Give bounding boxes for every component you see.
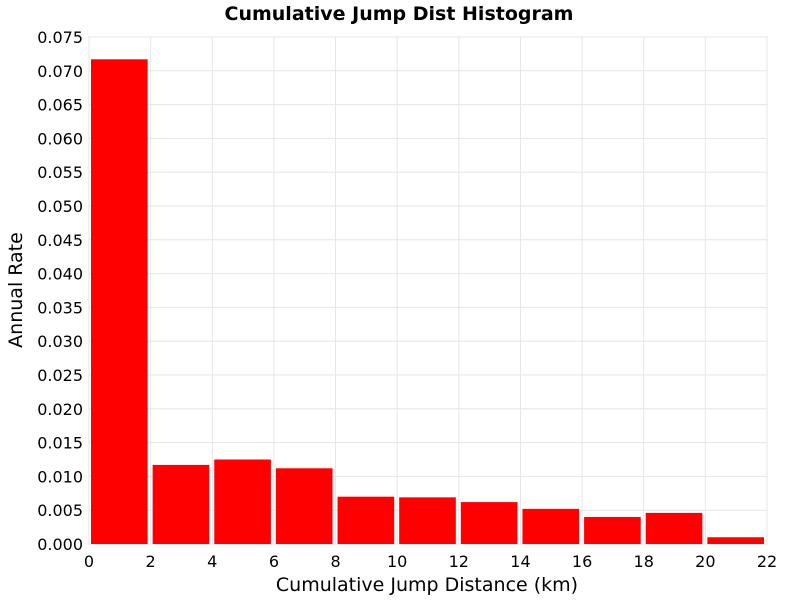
chart-title: Cumulative Jump Dist Histogram xyxy=(225,3,574,25)
y-tick-label: 0.075 xyxy=(37,28,83,47)
histogram-bar xyxy=(460,502,518,544)
y-tick-label: 0.000 xyxy=(37,535,83,554)
y-tick-label: 0.040 xyxy=(37,265,83,284)
bars xyxy=(91,59,764,545)
histogram-bar xyxy=(214,459,271,544)
x-tick-label: 0 xyxy=(84,552,94,571)
histogram-bar xyxy=(707,537,764,544)
x-tick-label: 4 xyxy=(207,552,217,571)
x-tick-label: 14 xyxy=(510,552,530,571)
histogram-bar xyxy=(275,468,333,544)
x-tick-label: 16 xyxy=(572,552,592,571)
y-tick-label: 0.070 xyxy=(37,62,83,81)
x-axis-label: Cumulative Jump Distance (km) xyxy=(276,574,578,596)
y-tick-label: 0.005 xyxy=(37,501,83,520)
x-tick-label: 12 xyxy=(449,552,469,571)
plot-area xyxy=(88,36,768,545)
x-tick-label: 6 xyxy=(269,552,279,571)
y-tick-label: 0.065 xyxy=(37,96,83,115)
y-tick-label: 0.030 xyxy=(37,332,83,351)
y-axis-ticks: 0.000 0.005 0.010 0.015 0.020 0.025 0.030 0.035… xyxy=(37,28,83,554)
x-tick-label: 8 xyxy=(330,552,340,571)
y-tick-label: 0.015 xyxy=(37,434,83,453)
histogram-bar xyxy=(337,496,395,544)
x-axis-ticks: 0 2 4 6 8 10 12 14 16 18 20 22 xyxy=(84,552,777,571)
y-tick-label: 0.050 xyxy=(37,197,83,216)
histogram-bar xyxy=(399,497,456,544)
y-tick-label: 0.055 xyxy=(37,163,83,182)
y-tick-label: 0.045 xyxy=(37,231,83,250)
histogram-bar xyxy=(91,59,148,545)
x-tick-label: 18 xyxy=(634,552,654,571)
histogram-bar xyxy=(152,464,210,544)
y-axis-label: Annual Rate xyxy=(5,232,27,348)
x-tick-label: 2 xyxy=(146,552,156,571)
histogram-bar xyxy=(584,516,641,544)
x-tick-label: 10 xyxy=(387,552,407,571)
x-tick-label: 20 xyxy=(695,552,715,571)
y-tick-label: 0.010 xyxy=(37,467,83,486)
y-tick-label: 0.025 xyxy=(37,366,83,385)
histogram-bar xyxy=(522,508,580,544)
y-tick-label: 0.035 xyxy=(37,298,83,317)
y-tick-label: 0.060 xyxy=(37,129,83,148)
histogram-bar xyxy=(645,512,703,544)
x-tick-label: 22 xyxy=(757,552,777,571)
y-tick-label: 0.020 xyxy=(37,400,83,419)
